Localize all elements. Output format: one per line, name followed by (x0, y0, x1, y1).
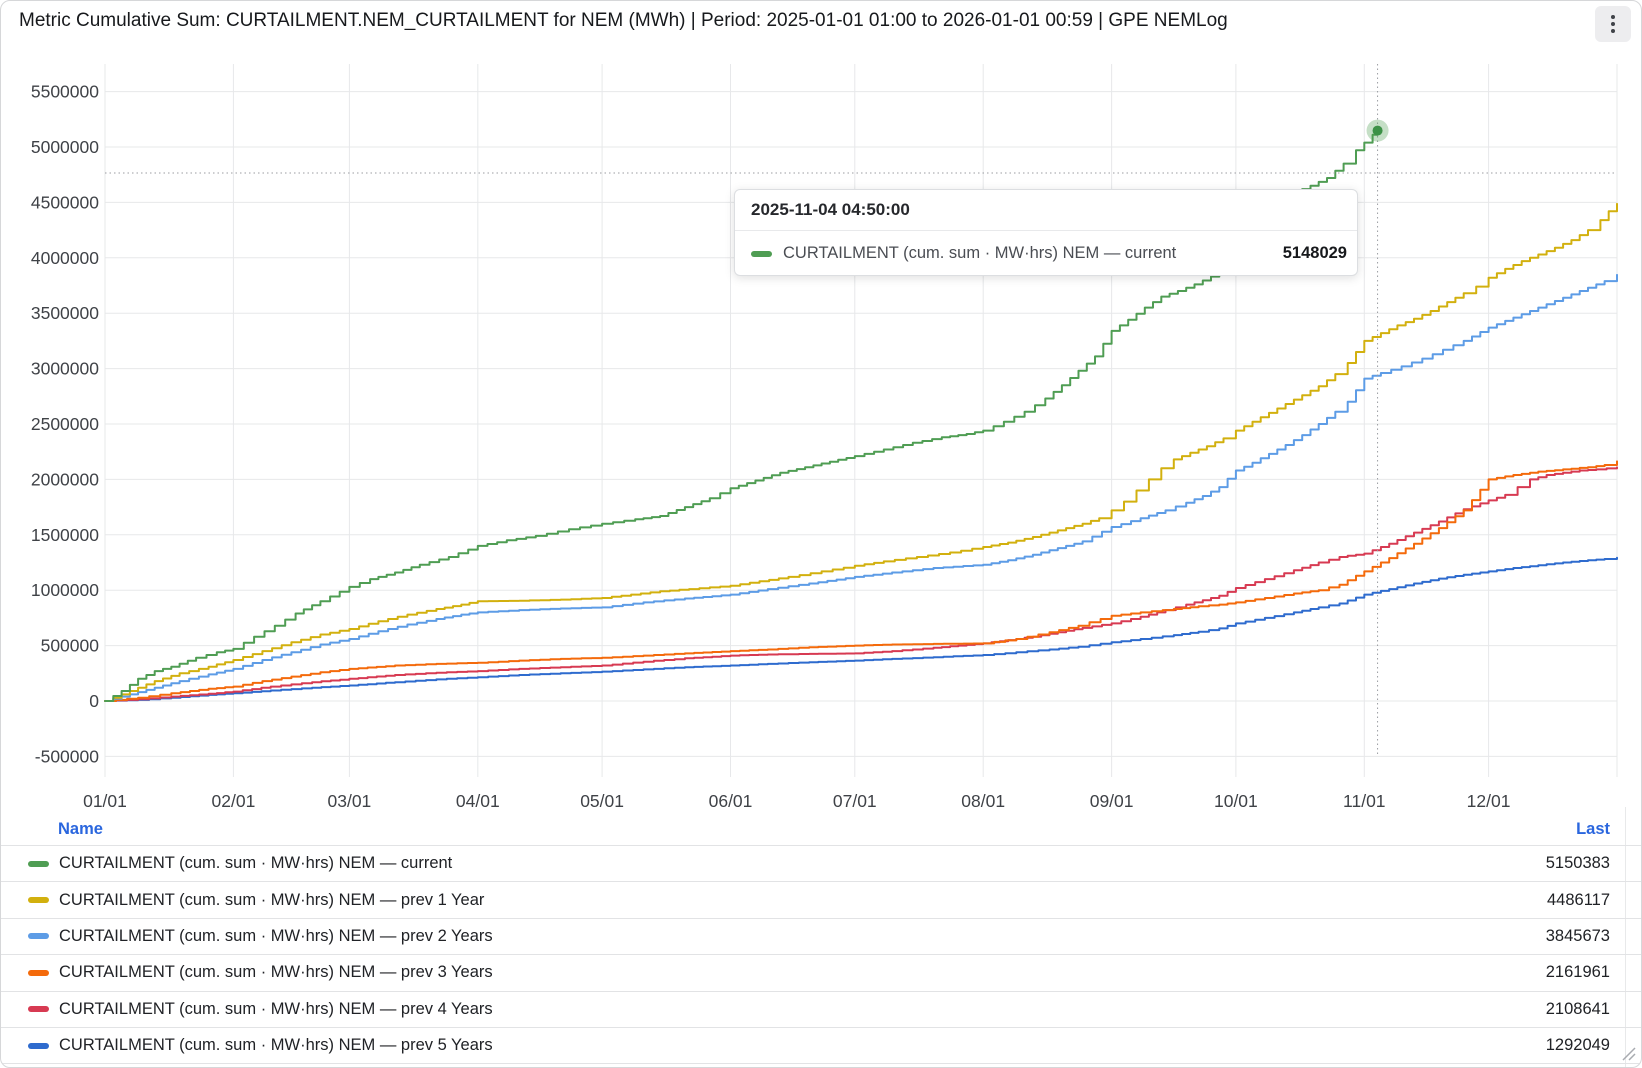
legend-series-name: CURTAILMENT (cum. sum · MW·hrs) NEM — cu… (59, 854, 453, 873)
svg-text:03/01: 03/01 (328, 791, 372, 811)
hover-point-halo (1366, 119, 1389, 142)
legend-series-last: 4486117 (1546, 890, 1610, 909)
kebab-dot (1611, 22, 1615, 26)
svg-text:06/01: 06/01 (709, 791, 753, 811)
svg-text:10/01: 10/01 (1214, 791, 1258, 811)
legend-scroll-gutter (1625, 807, 1626, 1067)
svg-text:3500000: 3500000 (31, 303, 99, 323)
legend-series-last: 3845673 (1545, 926, 1610, 945)
series-color-marker (751, 250, 772, 257)
legend-series-name: CURTAILMENT (cum. sum · MW·hrs) NEM — pr… (59, 1036, 493, 1055)
legend-series-name: CURTAILMENT (cum. sum · MW·hrs) NEM — pr… (59, 926, 493, 945)
series-color-marker (28, 933, 49, 940)
svg-text:1000000: 1000000 (31, 580, 99, 600)
svg-text:07/01: 07/01 (833, 791, 877, 811)
page-title: Metric Cumulative Sum: CURTAILMENT.NEM_C… (19, 10, 1228, 31)
svg-text:1500000: 1500000 (31, 525, 99, 545)
series-color-marker (28, 1042, 49, 1049)
legend-series-last: 1292049 (1545, 1036, 1610, 1055)
legend-series-last: 2161961 (1545, 963, 1610, 982)
legend-row-prev-5-years[interactable]: CURTAILMENT (cum. sum · MW·hrs) NEM — pr… (1, 1026, 1641, 1063)
svg-text:04/01: 04/01 (456, 791, 500, 811)
legend-sort-last[interactable]: Last (1576, 819, 1610, 838)
gridlines (104, 64, 1618, 777)
resize-handle-icon[interactable] (1622, 1047, 1636, 1061)
legend-row-prev-1-year[interactable]: CURTAILMENT (cum. sum · MW·hrs) NEM — pr… (1, 881, 1641, 917)
tooltip-series-value: 5148029 (1282, 244, 1347, 262)
svg-text:12/01: 12/01 (1467, 791, 1511, 811)
svg-text:5500000: 5500000 (31, 82, 99, 102)
svg-text:3000000: 3000000 (31, 359, 99, 379)
hover-point-marker (1372, 125, 1383, 136)
svg-text:01/01: 01/01 (83, 791, 127, 811)
chart-plot-area[interactable]: -500000 0 500000 1000000 1500000 2000000 25000… (1, 1, 1642, 831)
chart-tooltip: 2025-11-04 04:50:00 CURTAILMENT (cum. su… (734, 189, 1358, 276)
legend-header-row: Name Last (1, 813, 1641, 845)
series-color-marker (28, 969, 49, 976)
legend-series-name: CURTAILMENT (cum. sum · MW·hrs) NEM — pr… (59, 999, 493, 1018)
tooltip-series-label: CURTAILMENT (cum. sum · MW·hrs) NEM — cu… (783, 244, 1177, 262)
legend-series-last: 2108641 (1545, 999, 1610, 1018)
tooltip-timestamp: 2025-11-04 04:50:00 (735, 190, 1357, 231)
series-color-marker (28, 860, 49, 867)
kebab-dot (1611, 15, 1615, 19)
legend-series-name: CURTAILMENT (cum. sum · MW·hrs) NEM — pr… (59, 890, 485, 909)
legend-series-last: 5150383 (1545, 854, 1610, 873)
svg-text:05/01: 05/01 (580, 791, 624, 811)
svg-text:4500000: 4500000 (31, 192, 99, 212)
svg-text:-500000: -500000 (35, 746, 99, 766)
svg-text:09/01: 09/01 (1090, 791, 1134, 811)
legend-sort-name[interactable]: Name (58, 819, 103, 838)
svg-text:02/01: 02/01 (212, 791, 256, 811)
series-color-marker (28, 897, 49, 904)
legend-rows: CURTAILMENT (cum. sum · MW·hrs) NEM — cu… (1, 845, 1641, 1065)
panel-menu-button[interactable] (1595, 6, 1631, 42)
svg-text:11/01: 11/01 (1343, 791, 1386, 811)
svg-text:2000000: 2000000 (31, 469, 99, 489)
legend-row-prev-3-years[interactable]: CURTAILMENT (cum. sum · MW·hrs) NEM — pr… (1, 954, 1641, 990)
legend-row-current[interactable]: CURTAILMENT (cum. sum · MW·hrs) NEM — cu… (1, 845, 1641, 881)
legend-row-prev-2-years[interactable]: CURTAILMENT (cum. sum · MW·hrs) NEM — pr… (1, 917, 1641, 954)
svg-text:500000: 500000 (41, 636, 100, 656)
svg-text:4000000: 4000000 (31, 248, 99, 268)
legend-table: Name Last CURTAILMENT (cum. sum · MW·hrs… (1, 813, 1641, 1065)
svg-text:2500000: 2500000 (31, 414, 99, 434)
svg-text:08/01: 08/01 (961, 791, 1005, 811)
svg-text:0: 0 (89, 691, 99, 711)
kebab-dot (1611, 29, 1615, 33)
legend-row-prev-4-years[interactable]: CURTAILMENT (cum. sum · MW·hrs) NEM — pr… (1, 990, 1641, 1027)
legend-series-name: CURTAILMENT (cum. sum · MW·hrs) NEM — pr… (59, 963, 493, 982)
svg-text:5000000: 5000000 (31, 137, 99, 157)
tooltip-series-row: CURTAILMENT (cum. sum · MW·hrs) NEM — cu… (735, 231, 1357, 276)
crosshair (105, 64, 1617, 756)
series-color-marker (28, 1006, 49, 1013)
